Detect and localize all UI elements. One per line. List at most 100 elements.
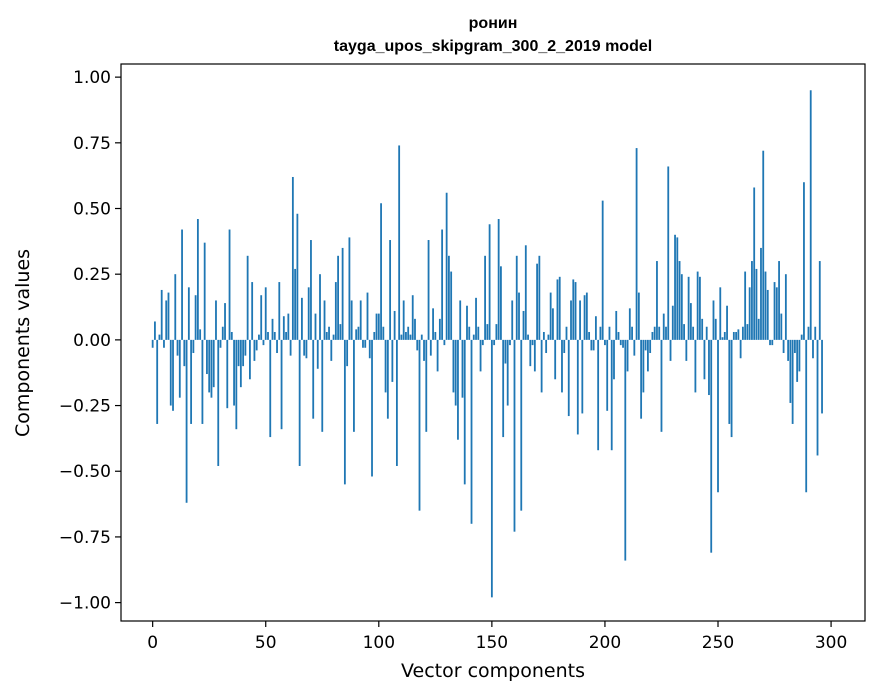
bar (160, 289, 163, 340)
bar (622, 339, 624, 348)
chart-subtitle: tayga_upos_skipgram_300_2_2019 model (334, 38, 652, 55)
bar (343, 339, 346, 485)
bar (506, 339, 509, 406)
bar (235, 339, 238, 430)
bar (303, 339, 306, 356)
bar (402, 300, 405, 340)
bar (273, 331, 276, 340)
bar (217, 339, 220, 466)
bar (683, 324, 685, 340)
bar (653, 326, 656, 340)
bar (732, 331, 735, 340)
bar (644, 339, 647, 351)
bar (210, 339, 213, 398)
bar (194, 295, 197, 340)
bar (425, 339, 428, 432)
bar (696, 271, 699, 340)
bar (773, 282, 776, 340)
bar (592, 339, 595, 351)
chart-title: ронин (469, 15, 518, 32)
bar (375, 313, 378, 340)
bar (579, 300, 581, 340)
bar (389, 240, 392, 340)
bar (809, 90, 812, 340)
x-axis-label: Vector components (401, 660, 585, 682)
bar (488, 224, 491, 340)
bar (755, 268, 758, 340)
bar (357, 326, 360, 340)
bar (154, 321, 156, 340)
bar (470, 339, 473, 524)
bar (262, 339, 265, 346)
bar (481, 339, 484, 346)
bar (538, 255, 541, 340)
bar (518, 292, 520, 340)
bar (174, 274, 177, 340)
bar (423, 339, 425, 361)
bar (239, 339, 242, 388)
y-tick-label: 0.25 (73, 265, 111, 285)
bar (764, 271, 767, 340)
bar (260, 295, 263, 340)
y-axis-label: Components values (12, 249, 34, 437)
bar (753, 187, 756, 340)
bar (346, 339, 349, 367)
bar (172, 339, 174, 411)
bar (789, 339, 792, 403)
bar (479, 339, 482, 372)
bar (649, 339, 652, 354)
bar (291, 176, 294, 340)
bar (608, 326, 611, 340)
bar (497, 219, 500, 340)
bar (751, 261, 753, 340)
bar (391, 339, 394, 382)
bar (224, 303, 226, 340)
bar (468, 326, 471, 340)
y-tick-label: −1.00 (59, 594, 111, 614)
bar (635, 148, 638, 340)
bar (215, 300, 217, 340)
bar (818, 261, 821, 340)
bar (771, 339, 774, 346)
bar (581, 339, 584, 414)
bar (212, 339, 215, 388)
bar (515, 255, 518, 340)
bar (597, 339, 600, 451)
bar (563, 339, 566, 354)
bar (816, 339, 819, 456)
bar (242, 339, 245, 367)
bar (414, 318, 416, 340)
bar (307, 287, 310, 340)
bar (384, 339, 387, 393)
bar (454, 339, 457, 406)
bar (782, 339, 785, 354)
bar (708, 339, 710, 396)
bar (520, 339, 523, 511)
bar (540, 339, 543, 393)
bar (445, 192, 448, 340)
bar (628, 308, 631, 340)
bar (590, 339, 593, 351)
bar (438, 318, 441, 340)
bar (493, 339, 496, 346)
bar (509, 339, 511, 346)
bar (208, 339, 211, 393)
bar (558, 276, 561, 340)
bar (637, 292, 640, 340)
bar (676, 237, 679, 340)
bar (441, 229, 444, 340)
bar (434, 331, 437, 340)
bar (651, 331, 654, 340)
bar (705, 326, 708, 340)
bar (249, 339, 251, 380)
x-tick-label: 100 (363, 633, 395, 653)
bar (206, 339, 208, 375)
bar (185, 339, 188, 503)
bar (373, 331, 376, 340)
bar (181, 229, 183, 340)
bar (432, 308, 434, 340)
bar (269, 339, 272, 438)
bar (613, 339, 615, 380)
bar (151, 339, 154, 348)
